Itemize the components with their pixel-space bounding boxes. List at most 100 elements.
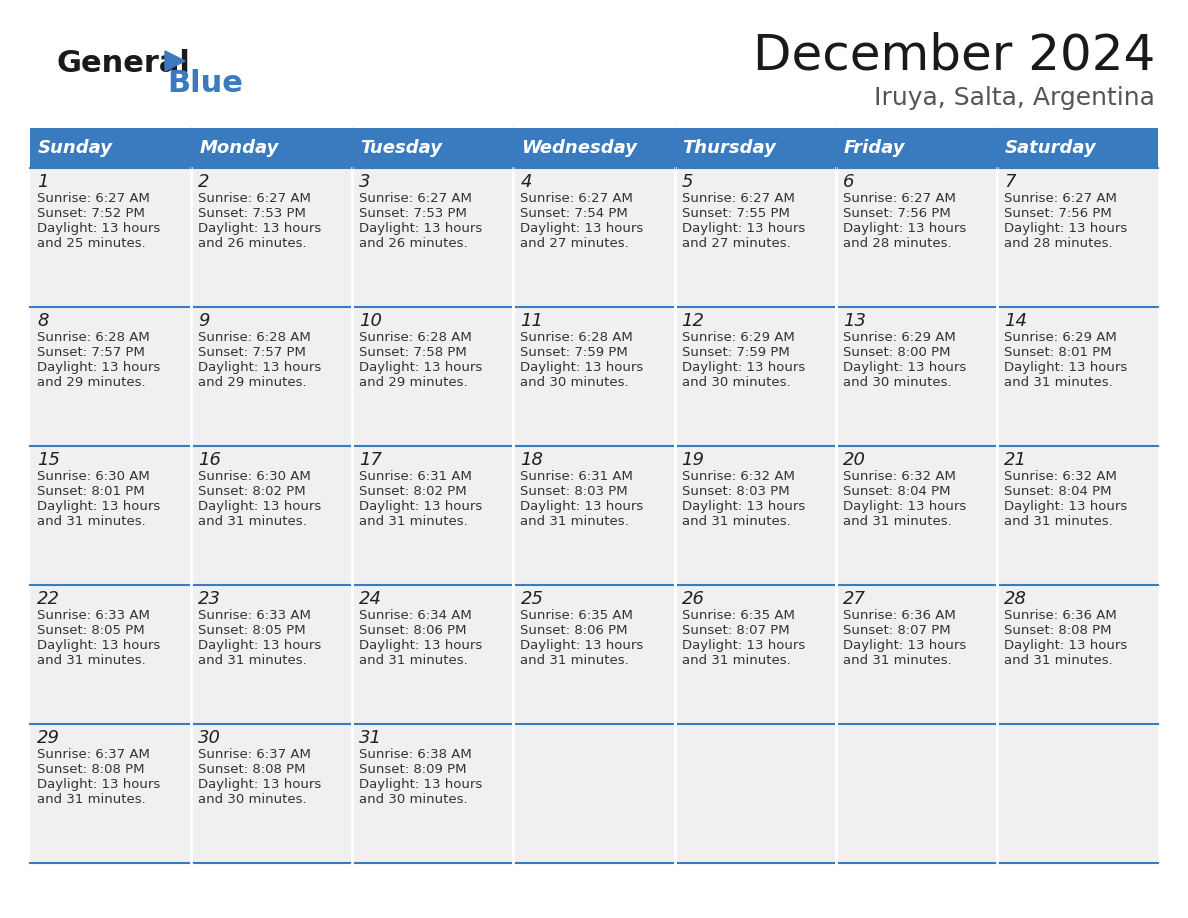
Text: Friday: Friday (843, 139, 905, 157)
Text: Blue: Blue (168, 69, 242, 97)
Bar (835, 307, 997, 446)
Text: 3: 3 (359, 173, 371, 191)
Text: Sunset: 8:00 PM: Sunset: 8:00 PM (842, 346, 950, 359)
Text: Sunrise: 6:34 AM: Sunrise: 6:34 AM (359, 609, 472, 622)
Text: 12: 12 (682, 312, 704, 330)
Text: Sunrise: 6:27 AM: Sunrise: 6:27 AM (198, 192, 311, 205)
Text: 22: 22 (37, 590, 61, 608)
Text: and 31 minutes.: and 31 minutes. (842, 654, 952, 667)
Text: 21: 21 (1004, 451, 1026, 469)
Text: Sunset: 8:07 PM: Sunset: 8:07 PM (682, 624, 789, 637)
Bar (30, 307, 191, 446)
Text: Sunset: 8:05 PM: Sunset: 8:05 PM (37, 624, 145, 637)
Bar (675, 307, 835, 446)
Text: Sunrise: 6:32 AM: Sunrise: 6:32 AM (842, 470, 955, 483)
Text: and 31 minutes.: and 31 minutes. (520, 515, 630, 528)
Text: Daylight: 13 hours: Daylight: 13 hours (682, 361, 804, 374)
Text: 16: 16 (198, 451, 221, 469)
Text: Sunrise: 6:28 AM: Sunrise: 6:28 AM (198, 331, 311, 344)
Text: Daylight: 13 hours: Daylight: 13 hours (198, 361, 322, 374)
Text: and 31 minutes.: and 31 minutes. (682, 654, 790, 667)
Text: 7: 7 (1004, 173, 1016, 191)
Text: Daylight: 13 hours: Daylight: 13 hours (198, 222, 322, 235)
Text: Sunset: 7:57 PM: Sunset: 7:57 PM (37, 346, 145, 359)
Text: Sunrise: 6:28 AM: Sunrise: 6:28 AM (37, 331, 150, 344)
Text: Sunset: 8:08 PM: Sunset: 8:08 PM (1004, 624, 1111, 637)
Text: Sunset: 7:54 PM: Sunset: 7:54 PM (520, 207, 628, 220)
Text: Sunset: 7:58 PM: Sunset: 7:58 PM (359, 346, 467, 359)
Text: Sunrise: 6:27 AM: Sunrise: 6:27 AM (1004, 192, 1117, 205)
Text: December 2024: December 2024 (753, 32, 1155, 80)
Bar (30, 128, 1158, 168)
Text: and 30 minutes.: and 30 minutes. (520, 376, 630, 389)
Bar (997, 168, 1158, 307)
Text: 25: 25 (520, 590, 543, 608)
Text: Sunrise: 6:37 AM: Sunrise: 6:37 AM (198, 748, 311, 761)
Bar (675, 168, 835, 307)
Text: and 31 minutes.: and 31 minutes. (520, 654, 630, 667)
Text: Sunrise: 6:37 AM: Sunrise: 6:37 AM (37, 748, 150, 761)
Text: Daylight: 13 hours: Daylight: 13 hours (198, 778, 322, 791)
Text: 27: 27 (842, 590, 866, 608)
Text: Sunrise: 6:35 AM: Sunrise: 6:35 AM (682, 609, 795, 622)
Text: Sunrise: 6:38 AM: Sunrise: 6:38 AM (359, 748, 472, 761)
Bar (30, 446, 191, 585)
Text: Daylight: 13 hours: Daylight: 13 hours (359, 222, 482, 235)
Text: Daylight: 13 hours: Daylight: 13 hours (682, 222, 804, 235)
Text: Daylight: 13 hours: Daylight: 13 hours (198, 500, 322, 513)
Text: 13: 13 (842, 312, 866, 330)
Bar (835, 724, 997, 863)
Text: and 31 minutes.: and 31 minutes. (842, 515, 952, 528)
Text: 18: 18 (520, 451, 543, 469)
Text: 5: 5 (682, 173, 693, 191)
Text: 17: 17 (359, 451, 383, 469)
Text: Daylight: 13 hours: Daylight: 13 hours (359, 361, 482, 374)
Bar (675, 446, 835, 585)
Text: Sunset: 7:56 PM: Sunset: 7:56 PM (1004, 207, 1112, 220)
Bar (191, 724, 353, 863)
Text: Sunday: Sunday (38, 139, 113, 157)
Text: Sunset: 8:01 PM: Sunset: 8:01 PM (1004, 346, 1112, 359)
Text: Sunset: 8:08 PM: Sunset: 8:08 PM (198, 763, 305, 776)
Text: Daylight: 13 hours: Daylight: 13 hours (1004, 222, 1127, 235)
Text: Daylight: 13 hours: Daylight: 13 hours (1004, 639, 1127, 652)
Bar (191, 307, 353, 446)
Text: Sunset: 8:06 PM: Sunset: 8:06 PM (520, 624, 628, 637)
Text: Sunset: 7:52 PM: Sunset: 7:52 PM (37, 207, 145, 220)
Bar (675, 724, 835, 863)
Bar (353, 307, 513, 446)
Text: 30: 30 (198, 729, 221, 747)
Text: Sunrise: 6:35 AM: Sunrise: 6:35 AM (520, 609, 633, 622)
Text: Saturday: Saturday (1005, 139, 1097, 157)
Text: Sunset: 7:56 PM: Sunset: 7:56 PM (842, 207, 950, 220)
Text: Daylight: 13 hours: Daylight: 13 hours (198, 639, 322, 652)
Text: and 26 minutes.: and 26 minutes. (359, 237, 468, 250)
Text: Sunset: 8:04 PM: Sunset: 8:04 PM (1004, 485, 1111, 498)
Text: 1: 1 (37, 173, 49, 191)
Bar (513, 307, 675, 446)
Text: and 30 minutes.: and 30 minutes. (359, 793, 468, 806)
Text: 9: 9 (198, 312, 209, 330)
Text: Sunset: 7:59 PM: Sunset: 7:59 PM (520, 346, 628, 359)
Bar (30, 724, 191, 863)
Bar (30, 585, 191, 724)
Text: Daylight: 13 hours: Daylight: 13 hours (842, 222, 966, 235)
Bar (997, 446, 1158, 585)
Text: Sunrise: 6:27 AM: Sunrise: 6:27 AM (842, 192, 955, 205)
Text: Daylight: 13 hours: Daylight: 13 hours (520, 500, 644, 513)
Text: Daylight: 13 hours: Daylight: 13 hours (359, 639, 482, 652)
Polygon shape (165, 51, 185, 71)
Text: Sunrise: 6:29 AM: Sunrise: 6:29 AM (1004, 331, 1117, 344)
Text: Sunrise: 6:28 AM: Sunrise: 6:28 AM (520, 331, 633, 344)
Text: 11: 11 (520, 312, 543, 330)
Bar (513, 724, 675, 863)
Text: Sunset: 8:08 PM: Sunset: 8:08 PM (37, 763, 145, 776)
Text: and 27 minutes.: and 27 minutes. (520, 237, 630, 250)
Text: Sunrise: 6:31 AM: Sunrise: 6:31 AM (359, 470, 472, 483)
Text: Sunrise: 6:30 AM: Sunrise: 6:30 AM (37, 470, 150, 483)
Text: Daylight: 13 hours: Daylight: 13 hours (37, 361, 160, 374)
Text: Sunset: 7:59 PM: Sunset: 7:59 PM (682, 346, 789, 359)
Text: and 26 minutes.: and 26 minutes. (198, 237, 307, 250)
Text: 4: 4 (520, 173, 532, 191)
Bar (835, 168, 997, 307)
